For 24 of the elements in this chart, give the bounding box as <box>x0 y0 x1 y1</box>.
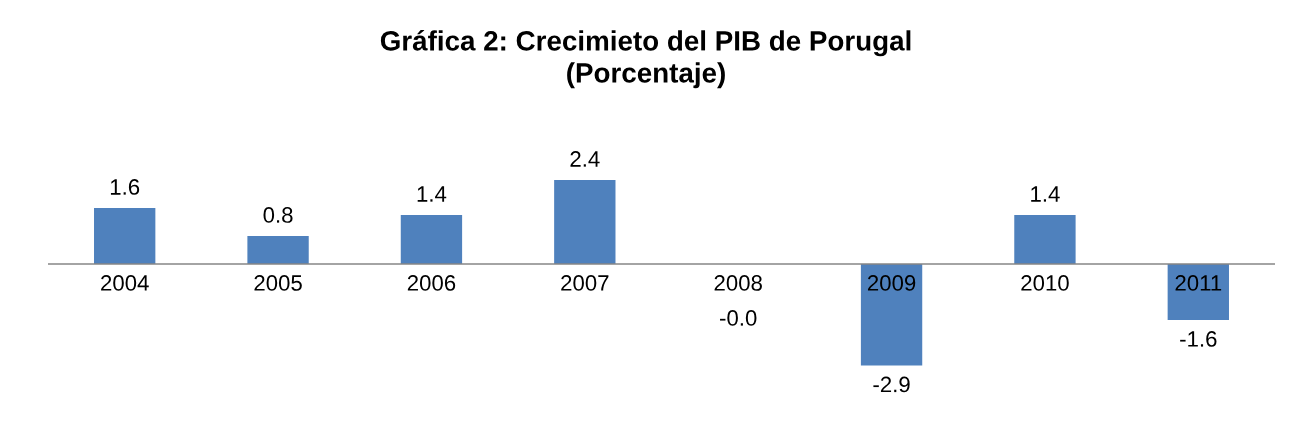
x-tick-label: 2005 <box>254 275 302 291</box>
bar <box>860 264 923 366</box>
x-tick-label: 2011 <box>1175 275 1222 291</box>
x-tick-label: 2006 <box>407 275 456 291</box>
x-tick-label: 2010 <box>1021 275 1069 291</box>
data-label: 1.4 <box>417 186 447 202</box>
bar <box>1014 215 1076 264</box>
data-label: -0.0 <box>720 310 757 326</box>
x-tick-label: 2009 <box>867 275 916 291</box>
data-label: -2.9 <box>873 376 910 393</box>
data-label: 1.6 <box>110 179 140 195</box>
bar <box>1167 264 1229 320</box>
chart-title: Gráfica 2: Crecimieto del PIB de Porugal (Porcentaje) <box>380 30 911 89</box>
x-tick-label: 2004 <box>101 275 149 291</box>
data-label: 1.4 <box>1031 186 1060 202</box>
bar <box>400 215 463 264</box>
bar <box>554 180 616 264</box>
data-label: 0.8 <box>263 207 293 223</box>
x-tick-label: 2008 <box>714 275 762 291</box>
bar <box>247 236 309 264</box>
data-label: 2.4 <box>570 151 600 167</box>
bar <box>94 208 156 264</box>
data-label: -1.6 <box>1180 331 1217 347</box>
x-tick-label: 2007 <box>561 275 609 291</box>
